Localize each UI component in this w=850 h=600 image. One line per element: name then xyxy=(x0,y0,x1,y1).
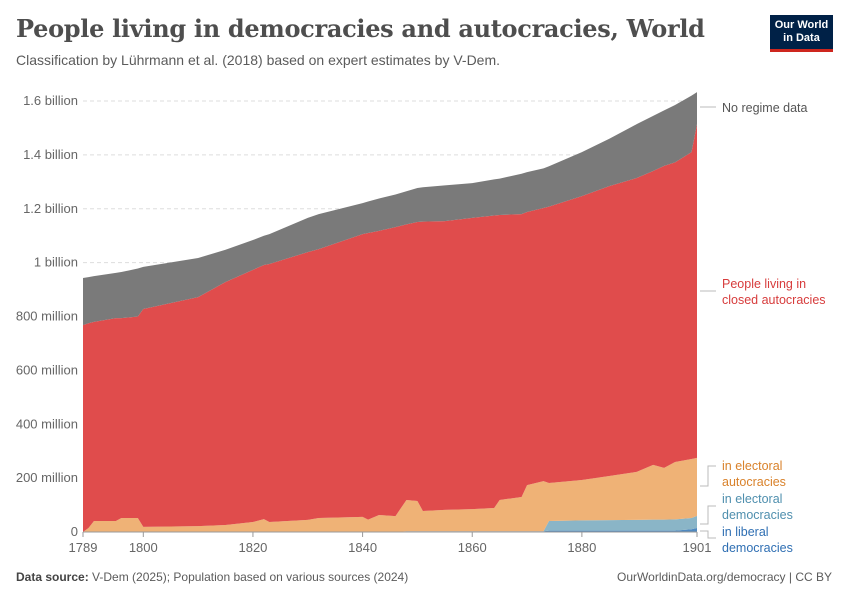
source-label: Data source: xyxy=(16,570,89,584)
x-tick-label: 1800 xyxy=(129,540,158,555)
y-tick-label: 1 billion xyxy=(34,255,78,270)
area-no-regime-data xyxy=(83,92,697,326)
label-closed-autocracies: People living in xyxy=(722,277,806,291)
y-tick-label: 1.4 billion xyxy=(23,147,78,162)
source-text: V-Dem (2025); Population based on variou… xyxy=(92,570,409,584)
y-tick-label: 200 million xyxy=(16,470,78,485)
y-tick-label: 600 million xyxy=(16,362,78,377)
chart-title: People living in democracies and autocra… xyxy=(16,14,705,43)
label-liberal-democracies: in liberal xyxy=(722,525,769,539)
x-tick-label: 1789 xyxy=(69,540,98,555)
y-tick-label: 1.2 billion xyxy=(23,201,78,216)
label-electoral-democracies: democracies xyxy=(722,508,793,522)
label-connector xyxy=(700,465,716,487)
label-electoral-autocracies: in electoral xyxy=(722,459,782,473)
label-connector xyxy=(700,505,716,525)
y-tick-label: 800 million xyxy=(16,309,78,324)
chart-subtitle: Classification by Lührmann et al. (2018)… xyxy=(16,52,501,68)
label-closed-autocracies: closed autocracies xyxy=(722,293,826,307)
y-tick-label: 0 xyxy=(71,524,78,539)
x-tick-label: 1860 xyxy=(458,540,487,555)
area-in-electoral-autocracies xyxy=(83,457,697,532)
x-tick-label: 1840 xyxy=(348,540,377,555)
label-electoral-autocracies: autocracies xyxy=(722,475,786,489)
data-source: Data source: V-Dem (2025); Population ba… xyxy=(16,570,408,584)
y-tick-label: 1.6 billion xyxy=(23,93,78,108)
owid-logo[interactable]: Our World in Data xyxy=(770,15,833,52)
label-liberal-democracies: democracies xyxy=(722,541,793,555)
x-tick-label: 1901 xyxy=(683,540,712,555)
x-tick-label: 1820 xyxy=(238,540,267,555)
area-people-living-in-closed-autocracies xyxy=(83,124,697,532)
x-tick-label: 1880 xyxy=(567,540,596,555)
label-connector xyxy=(700,530,716,539)
label-electoral-democracies: in electoral xyxy=(722,492,782,506)
area-in-electoral-democracies xyxy=(83,515,697,532)
y-tick-label: 400 million xyxy=(16,416,78,431)
label-no-regime-data: No regime data xyxy=(722,101,808,115)
footer-link[interactable]: OurWorldinData.org/democracy | CC BY xyxy=(617,570,832,584)
